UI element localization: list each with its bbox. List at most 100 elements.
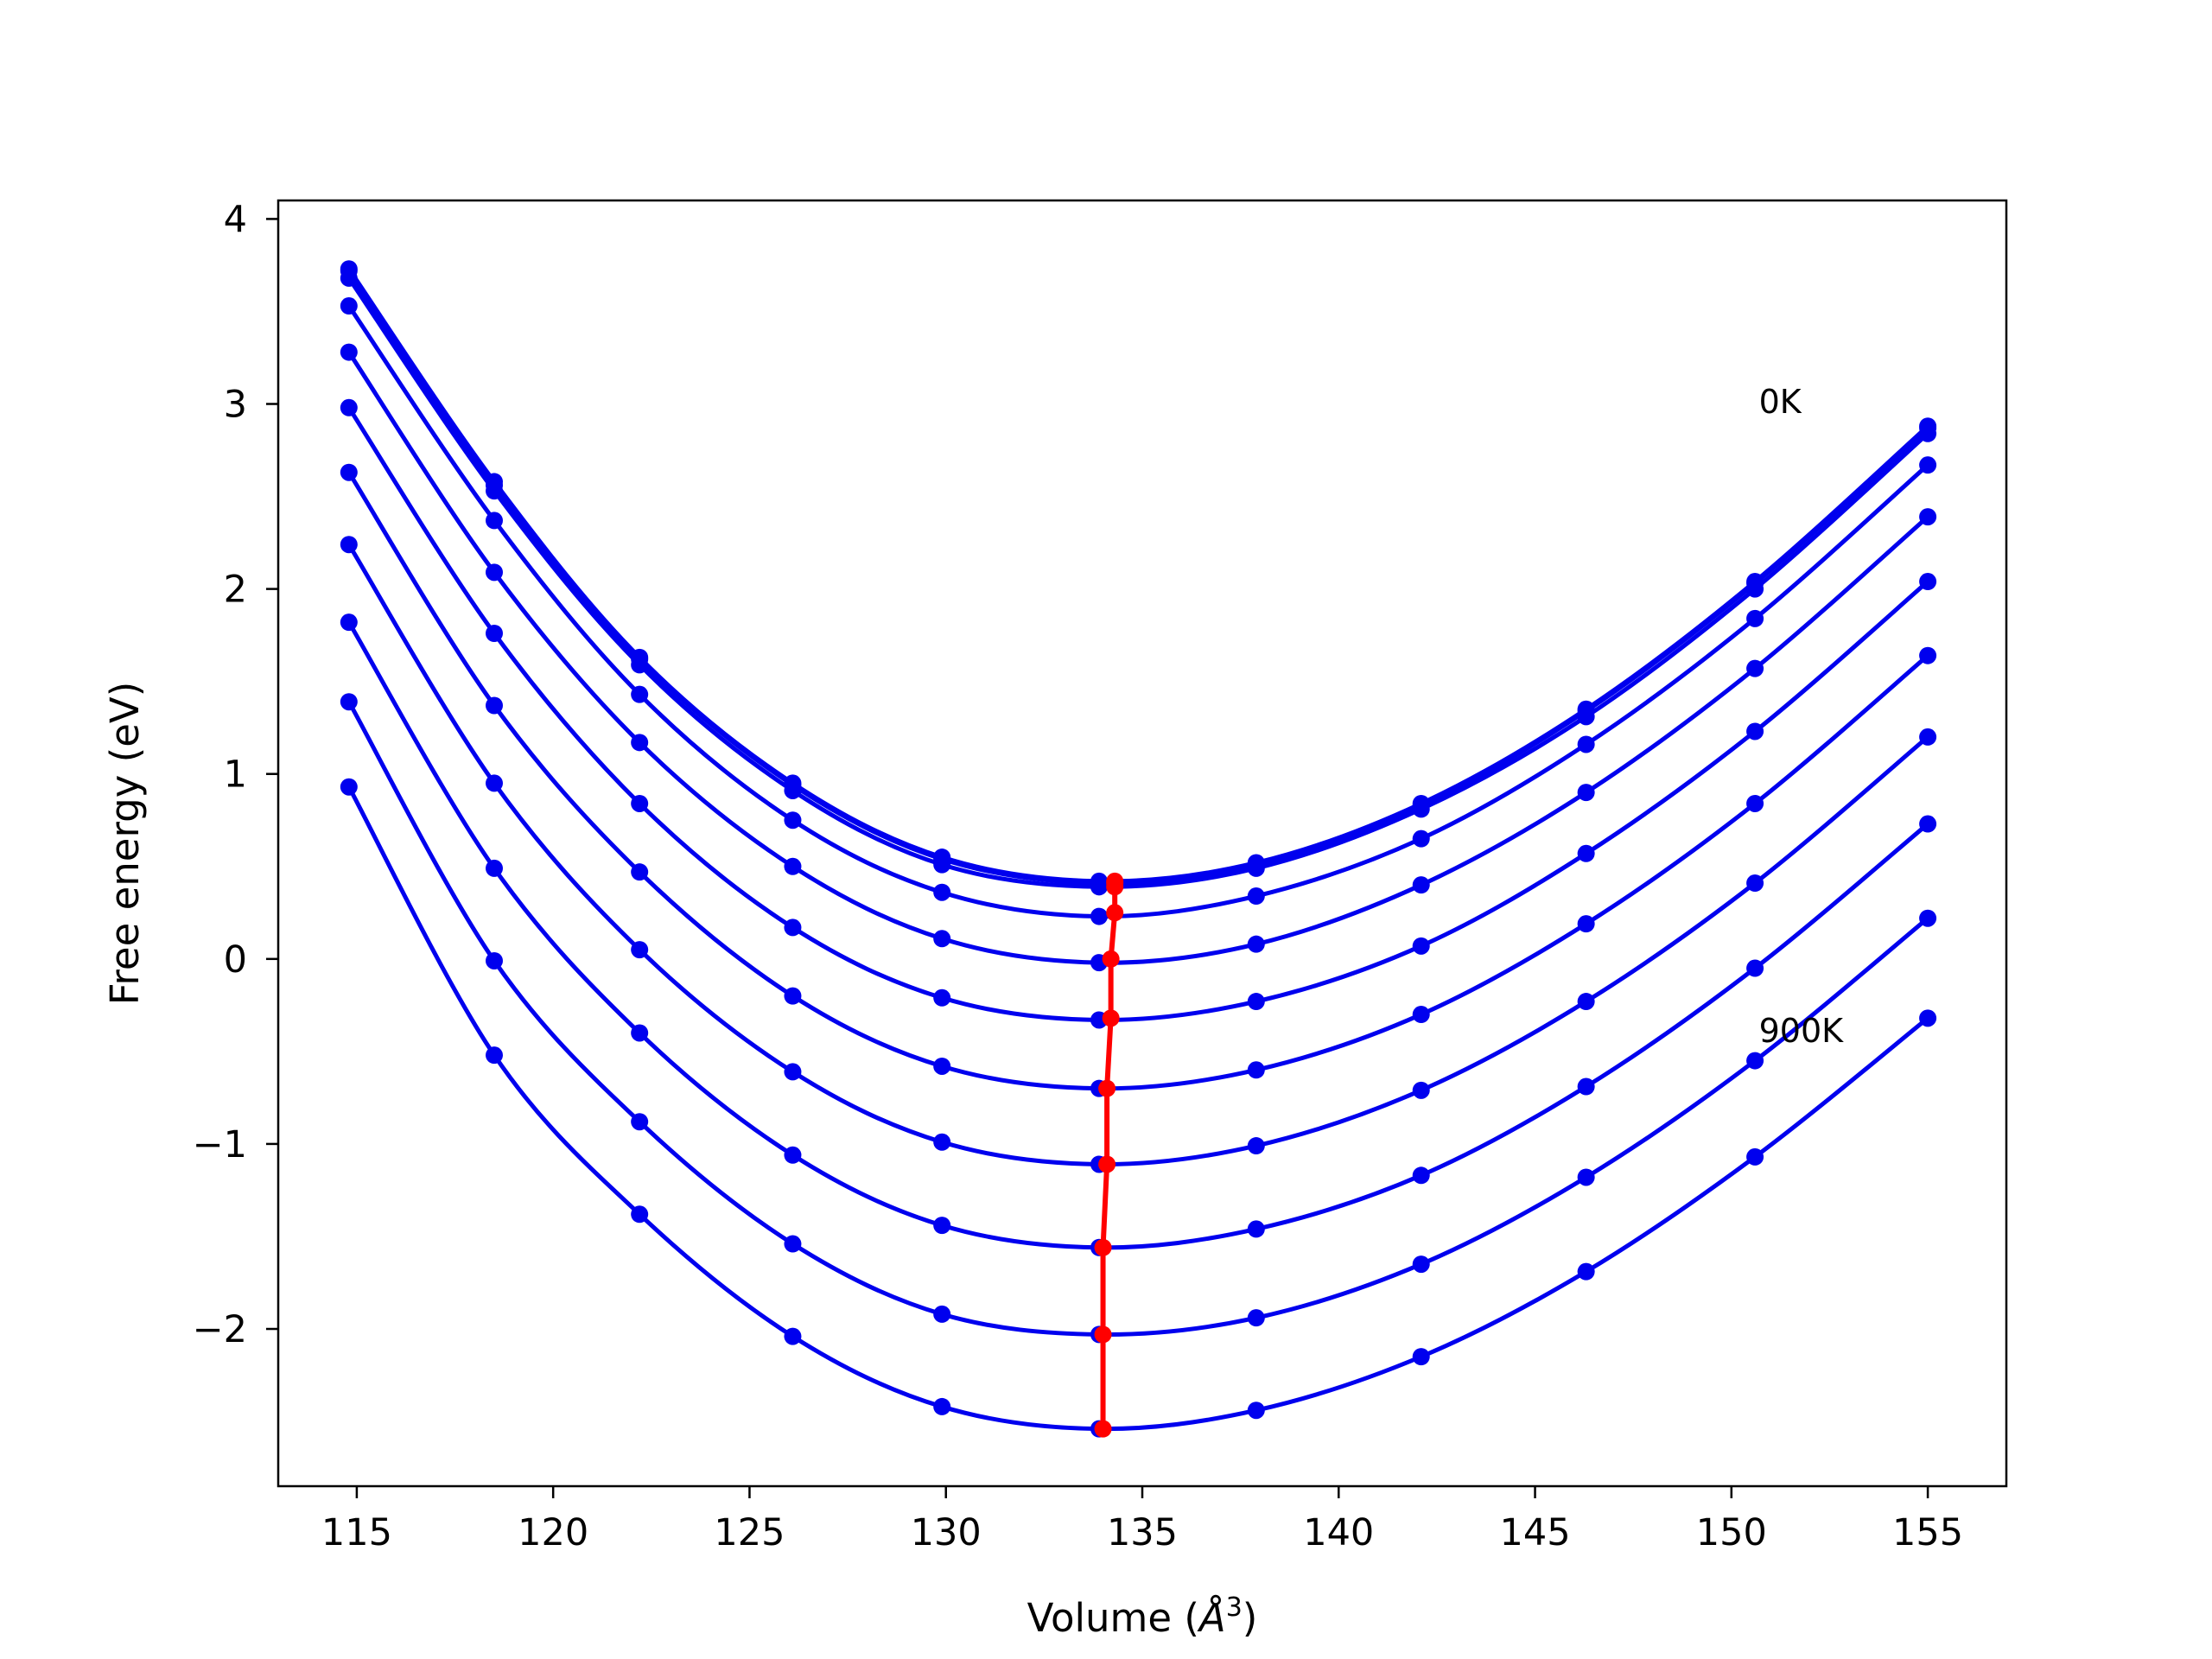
minimum-point bbox=[1102, 950, 1120, 968]
data-point bbox=[933, 1133, 951, 1151]
data-point bbox=[1412, 1348, 1430, 1366]
data-point bbox=[933, 855, 951, 874]
data-point bbox=[631, 941, 649, 959]
data-point bbox=[1577, 1168, 1595, 1186]
data-point bbox=[1577, 844, 1595, 862]
annotation-label: 0K bbox=[1759, 383, 1802, 421]
data-point bbox=[1412, 937, 1430, 955]
data-point bbox=[631, 656, 649, 674]
data-point bbox=[486, 563, 503, 582]
data-point bbox=[340, 693, 358, 711]
x-tick-label: 155 bbox=[1892, 1511, 1963, 1554]
data-point bbox=[340, 778, 358, 796]
data-point bbox=[1577, 915, 1595, 933]
data-point bbox=[784, 1327, 802, 1345]
minimum-point bbox=[1094, 1420, 1112, 1438]
data-point bbox=[1746, 1052, 1764, 1070]
data-point bbox=[340, 297, 358, 315]
data-point bbox=[486, 624, 503, 642]
data-point bbox=[486, 482, 503, 500]
data-point bbox=[631, 734, 649, 752]
data-point bbox=[340, 269, 358, 287]
annotation-label: 900K bbox=[1759, 1012, 1845, 1050]
data-point bbox=[340, 398, 358, 416]
data-point bbox=[486, 1046, 503, 1065]
data-point bbox=[1090, 907, 1108, 925]
data-point bbox=[1746, 609, 1764, 627]
data-point bbox=[1919, 456, 1937, 474]
x-tick-label: 140 bbox=[1303, 1511, 1374, 1554]
data-point bbox=[1577, 1262, 1595, 1281]
data-point bbox=[1247, 935, 1265, 953]
data-point bbox=[1247, 993, 1265, 1011]
data-point bbox=[784, 1063, 802, 1081]
x-axis-title: Volume (Å3) bbox=[1027, 1592, 1258, 1641]
minimum-point bbox=[1106, 878, 1124, 896]
minimum-point bbox=[1106, 904, 1124, 922]
x-tick-label: 145 bbox=[1500, 1511, 1571, 1554]
data-point bbox=[933, 1057, 951, 1075]
data-point bbox=[631, 863, 649, 881]
data-point bbox=[1746, 580, 1764, 598]
data-point bbox=[340, 536, 358, 554]
data-point bbox=[784, 918, 802, 937]
x-tick-label: 120 bbox=[518, 1511, 588, 1554]
y-axis-ticks: −2 −1 0 1 2 3 4 bbox=[193, 198, 278, 1351]
data-point bbox=[1746, 659, 1764, 677]
data-point bbox=[1247, 1220, 1265, 1238]
y-tick-label: 0 bbox=[224, 938, 247, 982]
data-point bbox=[1412, 1166, 1430, 1185]
data-point bbox=[1247, 1137, 1265, 1155]
data-point bbox=[784, 987, 802, 1005]
data-point bbox=[1919, 508, 1937, 526]
data-point bbox=[1919, 909, 1937, 927]
minimum-point bbox=[1098, 1155, 1116, 1173]
data-point bbox=[933, 1217, 951, 1235]
data-point bbox=[1746, 959, 1764, 977]
data-point bbox=[1746, 722, 1764, 741]
data-point bbox=[1746, 1147, 1764, 1166]
data-point bbox=[1577, 708, 1595, 726]
minimum-point bbox=[1102, 1009, 1120, 1027]
data-point bbox=[631, 685, 649, 703]
data-point bbox=[1577, 735, 1595, 753]
data-point bbox=[1919, 646, 1937, 664]
y-axis-title: Free energy (eV) bbox=[102, 682, 148, 1005]
data-point bbox=[1247, 1402, 1265, 1420]
data-point bbox=[1412, 876, 1430, 894]
data-point bbox=[340, 463, 358, 481]
data-point bbox=[340, 343, 358, 361]
data-point bbox=[631, 1024, 649, 1042]
y-tick-label: 4 bbox=[224, 198, 247, 241]
data-point bbox=[1247, 1061, 1265, 1079]
data-point bbox=[1412, 1255, 1430, 1274]
data-point bbox=[784, 857, 802, 875]
data-point bbox=[486, 696, 503, 715]
data-point bbox=[784, 781, 802, 799]
data-point bbox=[1577, 1077, 1595, 1096]
data-point bbox=[631, 1205, 649, 1224]
data-point bbox=[784, 1235, 802, 1253]
data-point bbox=[784, 1146, 802, 1164]
data-point bbox=[1919, 573, 1937, 591]
plot-area bbox=[278, 200, 2006, 1486]
data-point bbox=[1919, 1009, 1937, 1027]
data-point bbox=[933, 883, 951, 901]
data-point bbox=[933, 930, 951, 948]
data-point bbox=[1247, 1309, 1265, 1327]
data-point bbox=[486, 951, 503, 969]
y-tick-label: −1 bbox=[193, 1123, 247, 1166]
data-point bbox=[1090, 878, 1108, 896]
minimum-point bbox=[1094, 1325, 1112, 1344]
x-tick-label: 125 bbox=[714, 1511, 785, 1554]
x-tick-label: 135 bbox=[1107, 1511, 1178, 1554]
minimum-path-layer bbox=[1094, 872, 1124, 1438]
data-point bbox=[784, 811, 802, 830]
data-point bbox=[1412, 830, 1430, 848]
data-point bbox=[933, 988, 951, 1007]
y-tick-label: 2 bbox=[224, 569, 247, 612]
x-tick-label: 150 bbox=[1696, 1511, 1767, 1554]
annotation-layer: 0K 900K bbox=[1759, 383, 1845, 1050]
y-tick-label: 3 bbox=[224, 384, 247, 427]
data-point bbox=[1412, 1006, 1430, 1024]
